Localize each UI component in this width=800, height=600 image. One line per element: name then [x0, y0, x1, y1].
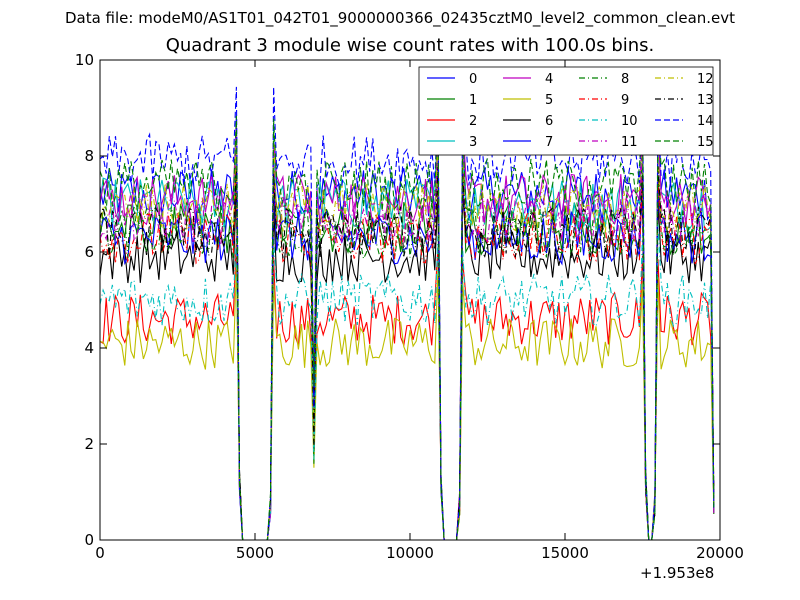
legend-label-2: 2	[469, 114, 477, 129]
series-line-7	[100, 165, 715, 540]
series-line-3	[100, 128, 715, 540]
legend-label-12: 12	[697, 72, 714, 87]
series-line-10	[100, 224, 715, 540]
y-tick-label: 8	[84, 147, 94, 165]
x-tick-label: 20000	[696, 544, 744, 562]
legend-label-8: 8	[621, 72, 629, 87]
series-line-12	[100, 130, 715, 540]
legend-label-14: 14	[697, 114, 714, 129]
figure-suptitle: Data file: modeM0/AS1T01_042T01_90000003…	[64, 9, 736, 27]
legend-label-1: 1	[469, 93, 477, 108]
x-tick-label: 0	[95, 544, 105, 562]
legend-label-9: 9	[621, 93, 629, 108]
series-line-2	[100, 238, 715, 540]
x-offset-label: +1.953e8	[640, 564, 715, 582]
legend-label-0: 0	[469, 72, 477, 87]
y-tick-label: 10	[75, 51, 94, 69]
series-line-4	[100, 120, 715, 540]
x-tick-label: 10000	[386, 544, 434, 562]
legend-label-6: 6	[545, 114, 553, 129]
y-tick-label: 4	[84, 339, 94, 357]
legend-label-7: 7	[545, 135, 553, 150]
legend-label-11: 11	[621, 135, 638, 150]
x-tick-label: 5000	[236, 544, 274, 562]
legend-label-13: 13	[697, 93, 714, 108]
x-tick-label: 15000	[541, 544, 589, 562]
y-tick-label: 2	[84, 435, 94, 453]
legend-label-10: 10	[621, 114, 638, 129]
series-line-15	[100, 111, 715, 540]
y-tick-label: 6	[84, 243, 94, 261]
legend-label-4: 4	[545, 72, 553, 87]
legend-label-5: 5	[545, 93, 553, 108]
series-line-13	[100, 165, 715, 540]
legend-box	[418, 66, 714, 156]
chart-title: Quadrant 3 module wise count rates with …	[165, 35, 655, 56]
legend-label-15: 15	[697, 135, 714, 150]
legend-label-3: 3	[469, 135, 477, 150]
series-group	[100, 81, 715, 540]
series-line-5	[100, 263, 715, 540]
y-tick-label: 0	[84, 531, 94, 549]
